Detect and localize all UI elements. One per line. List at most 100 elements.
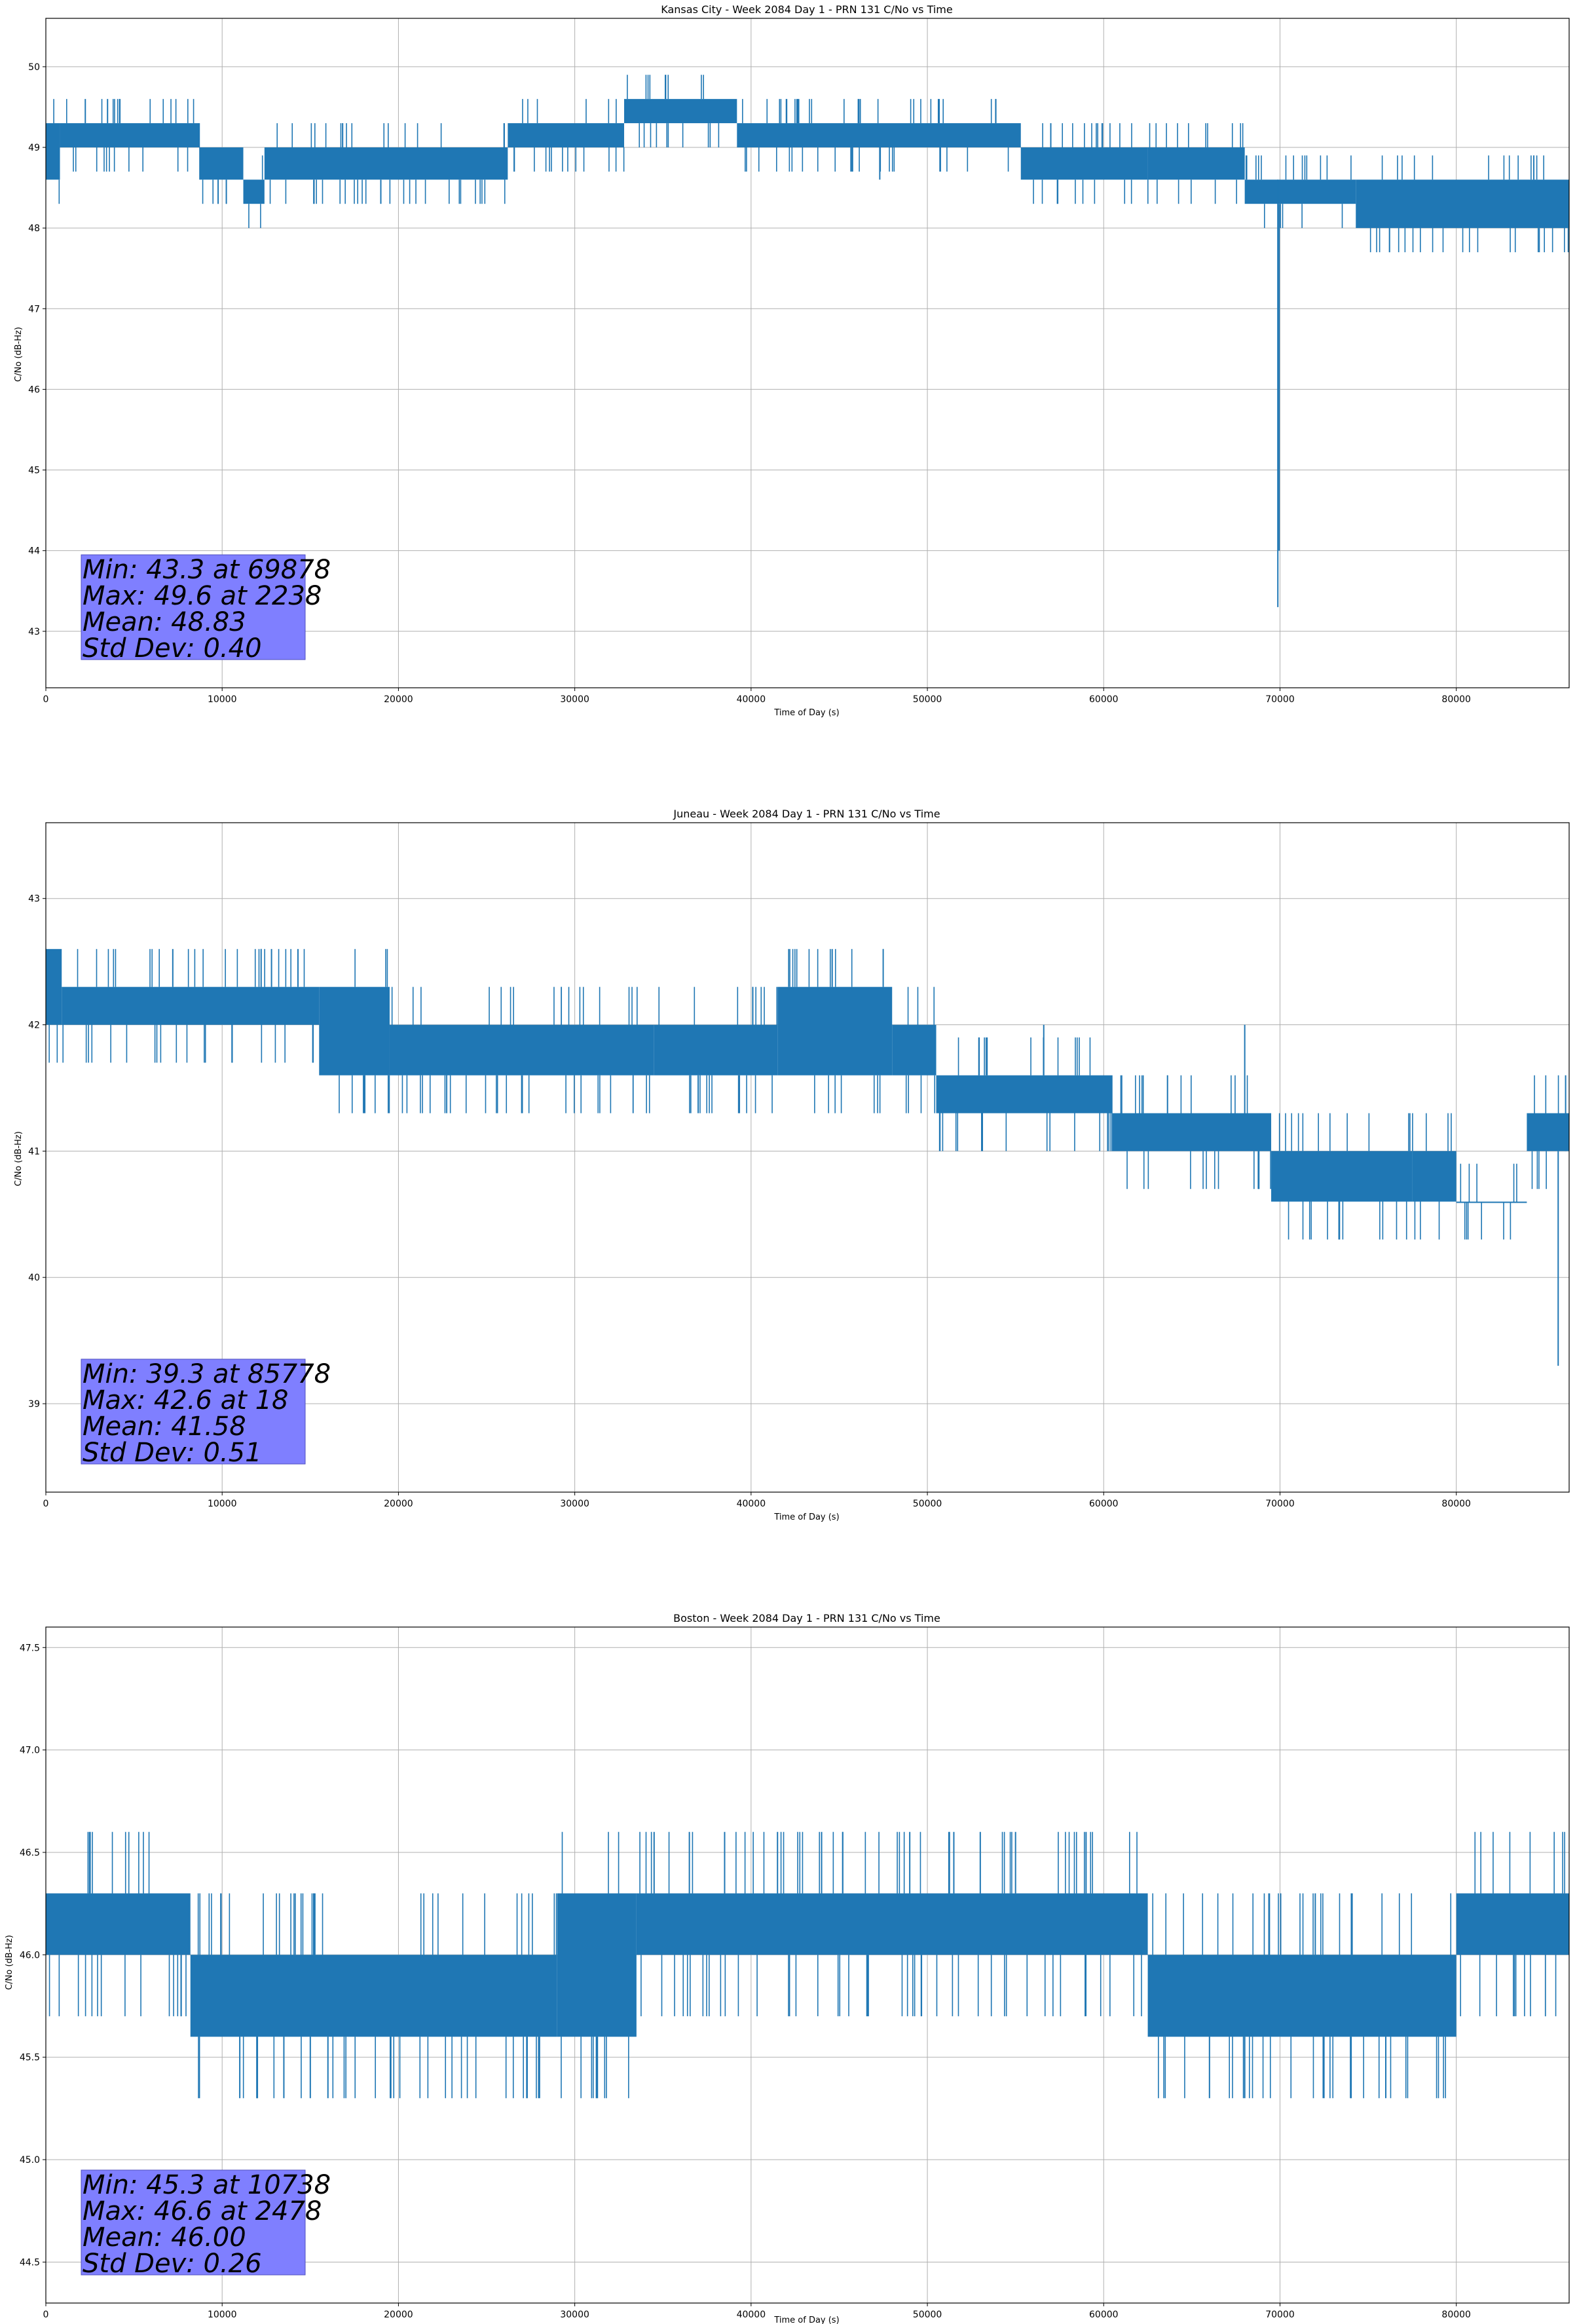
- subplot-title: Kansas City - Week 2084 Day 1 - PRN 131 …: [661, 3, 952, 16]
- series-band: [1271, 1151, 1413, 1202]
- x-tick-label: 40000: [737, 694, 766, 705]
- x-tick-label: 80000: [1441, 2310, 1471, 2320]
- x-tick-label: 0: [43, 694, 49, 705]
- y-tick-label: 43: [28, 627, 40, 637]
- x-tick-label: 60000: [1089, 1499, 1119, 1509]
- stats-std-dev: Std Dev: 0.51: [83, 1438, 262, 1468]
- tick-labels: 0 10000 20000 30000 40000 50000 60000 70000 8000…: [20, 1643, 1471, 2320]
- series-band: [190, 1955, 557, 2037]
- stats-min: Min: 45.3 at 10738: [83, 2170, 331, 2200]
- y-tick-label: 45: [28, 466, 40, 476]
- x-tick-label: 0: [43, 1499, 49, 1509]
- y-tick-label: 39: [28, 1399, 40, 1410]
- stats-std-dev: Std Dev: 0.26: [83, 2249, 262, 2279]
- y-tick-label: 46.0: [20, 1950, 40, 1960]
- stats-min: Min: 39.3 at 85778: [83, 1359, 331, 1389]
- series-band: [1356, 179, 1569, 229]
- series-band: [892, 1024, 937, 1076]
- subplot-title: Boston - Week 2084 Day 1 - PRN 131 C/No …: [673, 1612, 940, 1624]
- x-tick-label: 0: [43, 2310, 49, 2320]
- series-band: [60, 123, 200, 148]
- stats-box: Min: 43.3 at 69878 Max: 49.6 at 2238 Mea…: [81, 554, 331, 664]
- x-tick-label: 20000: [384, 694, 413, 705]
- stats-mean: Mean: 46.00: [83, 2222, 246, 2253]
- y-tick-label: 49: [28, 143, 40, 153]
- x-tick-label: 10000: [208, 694, 237, 705]
- series-band: [1456, 1201, 1527, 1203]
- series-band: [936, 1075, 1113, 1114]
- x-tick-label: 30000: [560, 694, 589, 705]
- series-band: [508, 123, 625, 148]
- y-tick-label: 46: [28, 384, 40, 395]
- y-tick-label: 46.5: [20, 1848, 40, 1858]
- stats-max: Max: 42.6 at 18: [83, 1385, 288, 1415]
- x-tick-label: 10000: [208, 1499, 237, 1509]
- y-tick-label: 41: [28, 1146, 40, 1157]
- series-band: [777, 986, 893, 1076]
- data-series: [45, 948, 1569, 1366]
- series-band: [1112, 1113, 1272, 1152]
- axes-frame: [45, 18, 1570, 688]
- series-band: [243, 179, 265, 204]
- stats-box-background: [81, 554, 306, 660]
- series-band: [1147, 147, 1245, 180]
- stats-mean: Mean: 41.58: [83, 1412, 246, 1442]
- x-tick-label: 50000: [913, 1499, 942, 1509]
- x-tick-label: 40000: [737, 1499, 766, 1509]
- subplot-title: Juneau - Week 2084 Day 1 - PRN 131 C/No …: [673, 808, 940, 820]
- series-band: [1244, 179, 1356, 204]
- x-tick-label: 20000: [384, 2310, 413, 2320]
- x-tick-label: 50000: [913, 2310, 942, 2320]
- x-tick-label: 50000: [913, 694, 942, 705]
- series-band: [1020, 147, 1148, 180]
- x-tick-label: 70000: [1265, 1499, 1295, 1509]
- x-tick-label: 20000: [384, 1499, 413, 1509]
- subplot-boston: Boston - Week 2084 Day 1 - PRN 131 C/No …: [5, 1612, 1570, 2324]
- tick-labels: 0 10000 20000 30000 40000 50000 60000 70000 8000…: [28, 894, 1471, 1509]
- series-band: [654, 1024, 778, 1076]
- y-tick-label: 44.5: [20, 2257, 40, 2268]
- stats-std-dev: Std Dev: 0.40: [83, 633, 262, 664]
- y-axis-label: C/No (dB-Hz): [14, 327, 24, 382]
- x-tick-label: 70000: [1265, 2310, 1295, 2320]
- y-tick-label: 45.0: [20, 2155, 40, 2165]
- series-band: [199, 147, 244, 180]
- series-band: [46, 1893, 191, 1955]
- stats-box: Min: 45.3 at 10738 Max: 46.6 at 2478 Mea…: [81, 2169, 331, 2279]
- y-tick-label: 40: [28, 1273, 40, 1283]
- x-tick-label: 30000: [560, 2310, 589, 2320]
- stats-box-background: [81, 1359, 306, 1465]
- x-tick-label: 60000: [1089, 694, 1119, 705]
- y-tick-label: 50: [28, 62, 40, 73]
- y-tick-label: 43: [28, 894, 40, 905]
- data-series: [46, 1831, 1569, 2099]
- y-tick-label: 42: [28, 1021, 40, 1031]
- stats-min: Min: 43.3 at 69878: [83, 555, 331, 585]
- series-band: [1412, 1151, 1456, 1202]
- series-band: [1456, 1893, 1569, 1955]
- axes-frame: [45, 1626, 1570, 2304]
- x-axis-label: Time of Day (s): [773, 1512, 839, 1522]
- series-band: [46, 123, 60, 180]
- y-tick-label: 44: [28, 546, 40, 557]
- subplot-kansas-city: Kansas City - Week 2084 Day 1 - PRN 131 …: [14, 3, 1570, 718]
- stats-max: Max: 46.6 at 2478: [83, 2196, 322, 2226]
- subplot-juneau: Juneau - Week 2084 Day 1 - PRN 131 C/No …: [14, 808, 1570, 1522]
- stats-mean: Mean: 48.83: [83, 607, 246, 637]
- stats-box-background: [81, 2169, 306, 2276]
- series-band: [46, 948, 62, 1025]
- x-tick-label: 80000: [1441, 694, 1471, 705]
- x-tick-label: 80000: [1441, 1499, 1471, 1509]
- x-tick-label: 70000: [1265, 694, 1295, 705]
- series-band: [1147, 1955, 1456, 2037]
- x-axis-label: Time of Day (s): [773, 2315, 839, 2324]
- y-tick-label: 47.5: [20, 1643, 40, 1653]
- data-series: [46, 75, 1569, 607]
- series-band: [264, 147, 508, 180]
- series-band: [62, 986, 320, 1025]
- axes-frame: [45, 822, 1570, 1493]
- x-tick-label: 10000: [208, 2310, 237, 2320]
- series-band: [1527, 1113, 1569, 1152]
- y-axis-label: C/No (dB-Hz): [5, 1935, 14, 1990]
